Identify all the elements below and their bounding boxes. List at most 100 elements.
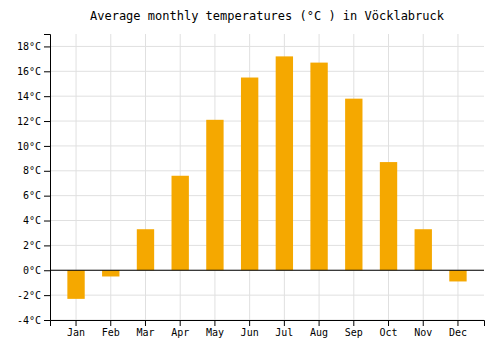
bar (67, 270, 84, 299)
bar (310, 63, 327, 271)
x-tick-label: Aug (310, 327, 328, 338)
grid-line (50, 145, 484, 146)
y-tick-label: 4°C (23, 215, 41, 226)
grid-line (50, 195, 484, 196)
y-tick-label: 14°C (17, 91, 41, 102)
y-tick: 12°C (17, 116, 50, 127)
x-tick: Sep (345, 320, 363, 338)
x-tick-mark (214, 320, 215, 326)
y-tick-mark (44, 146, 50, 147)
title: Average monthly temperatures (°C ) in Vö… (90, 9, 445, 23)
grid-line (110, 34, 111, 320)
x-tick: Jun (241, 320, 259, 338)
y-tick-mark (44, 71, 50, 72)
y-tick: 2°C (23, 240, 50, 251)
x-tick-mark (423, 320, 424, 326)
y-tick-label: 10°C (17, 141, 41, 152)
x-tick-label: Jun (241, 327, 259, 338)
x-tick-mark (76, 320, 77, 326)
x-tick-label: Sep (345, 327, 363, 338)
y-tick-mark (44, 96, 50, 97)
x-tick-mark (388, 320, 389, 326)
x-tick: Dec (449, 320, 467, 338)
y-tick-label: 0°C (23, 265, 41, 276)
y-axis: -4°C -2°C 0°C 2°C 4°C 6°C 8°C 10°C 12°C 14°C 16°C 1… (17, 35, 51, 326)
grid-line (50, 46, 484, 47)
y-tick-mark (44, 320, 50, 321)
x-tick-mark (319, 320, 320, 326)
grid-line (50, 170, 484, 171)
y-tick: 6°C (23, 190, 50, 201)
y-tick-mark (44, 171, 50, 172)
y-tick: 10°C (17, 141, 50, 152)
y-tick: 18°C (17, 41, 50, 52)
bar (345, 99, 362, 271)
x-tick-label: Feb (102, 327, 120, 338)
y-tick-label: 16°C (17, 66, 41, 77)
y-tick-mark (44, 121, 50, 122)
y-tick-mark (44, 295, 50, 296)
y-tick-label: 18°C (17, 41, 41, 52)
x-tick-mark (457, 320, 458, 326)
x-tick: Jul (275, 320, 293, 338)
y-tick: -2°C (17, 290, 50, 301)
grid-line (423, 34, 424, 320)
y-tick: -4°C (17, 315, 50, 326)
bar (449, 270, 466, 281)
y-tick-mark (44, 245, 50, 246)
y-tick: 0°C (23, 265, 50, 276)
y-tick-mark (44, 46, 50, 47)
y-tick-label: 8°C (23, 165, 41, 176)
x-tick: May (206, 320, 224, 338)
x-tick-mark (180, 320, 181, 326)
bars (67, 56, 466, 298)
x-tick-label: Jul (275, 327, 293, 338)
plot: -4°C -2°C 0°C 2°C 4°C 6°C 8°C 10°C 12°C 14°C 16°C 1… (17, 34, 485, 338)
y-axis-line (44, 35, 51, 321)
grid-line (145, 34, 146, 320)
x-tick: Oct (379, 320, 397, 338)
grid (50, 34, 484, 320)
x-axis: Jan Feb Mar Apr May Jun Jul Aug Sep Oct Nov Dec (51, 320, 485, 338)
bar (415, 229, 432, 270)
x-tick: Nov (414, 320, 432, 338)
y-tick-mark (44, 270, 50, 271)
x-tick-mark (353, 320, 354, 326)
x-tick-label: Nov (414, 327, 432, 338)
y-tick-label: 12°C (17, 116, 41, 127)
bar (102, 270, 119, 276)
bar (172, 176, 189, 271)
bar (206, 120, 223, 270)
y-tick: 8°C (23, 165, 50, 176)
bar (241, 78, 258, 271)
y-tick-label: 6°C (23, 190, 41, 201)
grid-line (50, 71, 484, 72)
grid-line (50, 121, 484, 122)
baseline (50, 270, 484, 271)
y-tick-mark (44, 221, 50, 222)
chart: -4°C -2°C 0°C 2°C 4°C 6°C 8°C 10°C 12°C 14°C 16°C 1… (0, 0, 500, 350)
x-tick-mark (249, 320, 250, 326)
x-tick-mark (284, 320, 285, 326)
x-tick-mark (110, 320, 111, 326)
x-axis-line (51, 321, 485, 327)
x-tick: Mar (136, 320, 154, 338)
y-tick-label: -2°C (17, 290, 41, 301)
y-tick-label: -4°C (17, 315, 41, 326)
x-tick-label: Dec (449, 327, 467, 338)
x-tick: Aug (310, 320, 328, 338)
x-tick: Feb (102, 320, 120, 338)
x-tick-label: Oct (379, 327, 397, 338)
x-tick-label: May (206, 327, 224, 338)
x-tick-label: Apr (171, 327, 189, 338)
y-tick: 14°C (17, 91, 50, 102)
grid-line (50, 295, 484, 296)
bar (380, 162, 397, 270)
grid-line (50, 220, 484, 221)
y-tick: 16°C (17, 66, 50, 77)
x-tick-label: Jan (67, 327, 85, 338)
x-tick-label: Mar (136, 327, 154, 338)
x-tick: Jan (67, 320, 85, 338)
y-tick-label: 2°C (23, 240, 41, 251)
x-tick: Apr (171, 320, 189, 338)
